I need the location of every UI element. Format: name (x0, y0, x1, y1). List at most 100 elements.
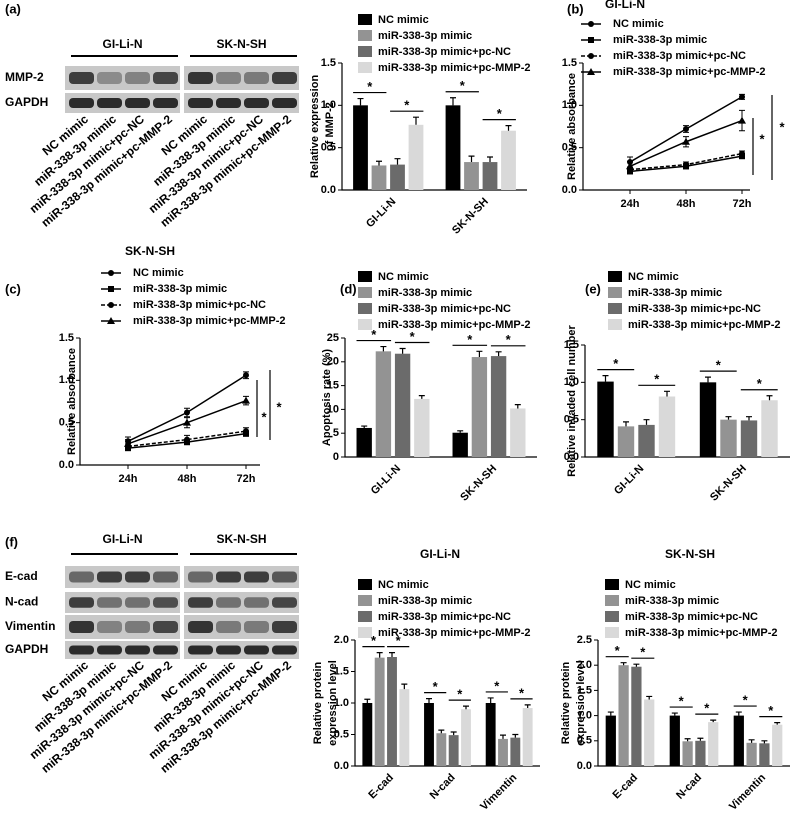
y-tick-label: 0.0 (577, 760, 592, 772)
blot-band (272, 98, 297, 108)
blot-band (244, 72, 269, 84)
significance-label: * (396, 633, 402, 648)
bar (510, 408, 526, 457)
error-bar (664, 390, 670, 397)
error-bar (705, 376, 711, 383)
bar (746, 742, 757, 766)
legend-swatch (605, 579, 619, 590)
error-bar (487, 156, 493, 163)
blot-group-label: SK-N-SH (217, 37, 267, 51)
error-bar (376, 652, 383, 658)
marker (683, 161, 689, 168)
bar (669, 715, 680, 766)
bar (375, 351, 392, 457)
bar (617, 426, 635, 457)
error-bar (463, 705, 469, 710)
y-tick-label: 0.0 (321, 184, 336, 196)
error-bar (418, 394, 425, 399)
error-bar (633, 663, 640, 667)
significance-label: * (519, 685, 525, 700)
blot-band (188, 571, 213, 583)
chart-title: SK-N-SH (665, 547, 715, 561)
error-bar (505, 125, 512, 131)
y-tick-label: 2.0 (577, 659, 592, 671)
blot-strip (65, 641, 180, 659)
bar (740, 420, 758, 457)
legend-marker (108, 270, 114, 276)
blot-band (97, 98, 122, 108)
legend-swatch (358, 319, 372, 330)
blot-band (188, 72, 213, 84)
chart-title: GI-Li-N (605, 0, 645, 11)
x-tick-label: 72h (237, 473, 256, 485)
blot-band (97, 571, 122, 583)
blot-band (153, 597, 178, 608)
bar (699, 382, 717, 457)
y-axis-label: Relative absorbance (66, 348, 78, 455)
bar (414, 398, 430, 457)
legend-label: miR-338-3p mimic+pc-MMP-2 (625, 627, 778, 639)
error-bar (623, 421, 629, 427)
y-tick-label: 5 (333, 427, 339, 439)
bar (682, 741, 693, 766)
blot-group-label: GI-Li-N (103, 532, 143, 546)
line (127, 430, 247, 448)
blot-band (244, 571, 269, 583)
error-bar (746, 416, 752, 421)
y-axis-label: expression level (327, 660, 339, 746)
error-bar (500, 734, 506, 739)
y-tick-label: 15 (327, 380, 339, 392)
legend-swatch (358, 627, 372, 638)
y-tick-label: 25 (327, 332, 339, 344)
blot-band (69, 571, 94, 583)
blot-band (69, 597, 94, 608)
blot-band (69, 72, 94, 84)
blot-band (272, 621, 297, 633)
legend-marker (587, 68, 595, 75)
bar (394, 353, 411, 457)
blot-band (125, 645, 150, 655)
error-bar (357, 97, 364, 106)
legend-swatch (605, 627, 619, 638)
blot-row-label: GAPDH (5, 95, 48, 109)
bar (490, 356, 507, 457)
y-axis-label: Apoptosis rate (%) (321, 349, 333, 447)
legend-label: miR-338-3p mimic (133, 283, 227, 295)
legend-label: miR-338-3p mimic+pc-MMP-2 (628, 319, 781, 331)
significance-label: * (276, 399, 282, 414)
legend-label: miR-338-3p mimic (625, 595, 719, 607)
legend-label: miR-338-3p mimic+pc-MMP-2 (378, 62, 531, 74)
marker (683, 126, 689, 133)
error-bar (602, 375, 609, 382)
error-bar (646, 695, 653, 700)
significance-label: * (704, 701, 710, 716)
x-tick-label: 72h (733, 198, 752, 210)
significance-label: * (757, 376, 763, 391)
blot-band (69, 645, 94, 655)
x-tick-label: Vimentin (478, 772, 519, 813)
y-tick-label: 0.5 (59, 417, 74, 429)
blot-band (244, 621, 269, 633)
significance-label: * (779, 119, 785, 134)
y-tick-label: 1.0 (334, 697, 349, 709)
legend-label: miR-338-3p mimic+pc-NC (628, 303, 761, 315)
error-bar (774, 722, 781, 725)
significance-label: * (371, 327, 377, 342)
y-axis-label: Relative invaded cell number (566, 324, 578, 476)
blot-row-label: E-cad (5, 569, 38, 583)
y-tick-label: 0.0 (334, 760, 349, 772)
legend-label: NC mimic (625, 579, 676, 591)
bar (605, 715, 616, 766)
legend-label: miR-338-3p mimic (613, 34, 707, 46)
bar (631, 666, 642, 766)
error-bar (401, 683, 408, 690)
legend-label: miR-338-3p mimic+pc-MMP-2 (613, 66, 766, 78)
y-tick-label: 0.0 (59, 459, 74, 471)
significance-label: * (615, 643, 621, 658)
blot-band (216, 98, 241, 108)
bar (452, 432, 468, 457)
significance-label: * (433, 679, 439, 694)
blot-strip (65, 566, 180, 588)
significance-label: * (467, 332, 473, 347)
blot-row-label: GAPDH (5, 642, 48, 656)
